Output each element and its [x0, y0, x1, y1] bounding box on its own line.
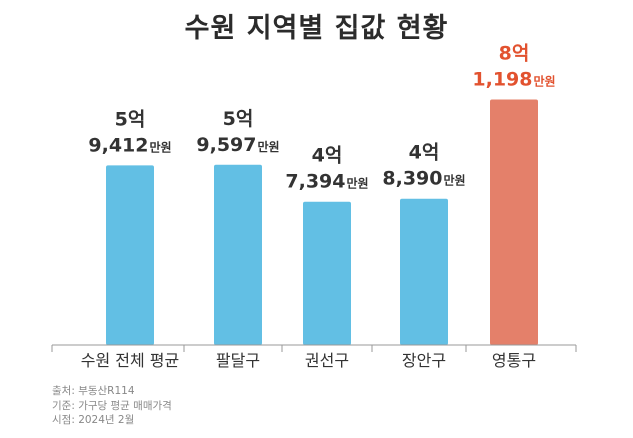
category-label-1: 수원 전체 평균	[81, 351, 180, 370]
data-label-main-3: 7,394	[285, 171, 345, 193]
bar-5	[490, 99, 538, 346]
data-label-value-5: 1,198만원	[472, 68, 555, 90]
bar-3	[303, 201, 351, 345]
data-label-top-5: 8억	[499, 42, 530, 64]
footer-source: 출처: 부동산R114	[52, 385, 135, 397]
chart-footer: 출처: 부동산R114 기준: 가구당 평균 매매가격 시점: 2024년 2월	[52, 384, 172, 428]
category-label-2: 팔달구	[216, 351, 260, 370]
bar-4	[400, 198, 448, 345]
data-label-main-4: 8,390	[382, 168, 442, 190]
data-label-unit-1: 만원	[150, 139, 172, 154]
category-label-3: 권선구	[305, 351, 349, 370]
data-label-top-4: 4억	[409, 142, 440, 164]
category-label-5: 영통구	[492, 351, 536, 370]
data-label-top-1: 5억	[115, 108, 146, 130]
data-label-top-3: 4억	[312, 145, 343, 167]
data-label-value-1: 9,412만원	[88, 134, 171, 156]
bar-1	[106, 165, 154, 345]
data-label-main-5: 1,198	[472, 68, 532, 90]
data-label-unit-3: 만원	[347, 176, 369, 191]
data-label-value-4: 8,390만원	[382, 168, 465, 190]
chart-title: 수원 지역별 집값 현황	[184, 13, 449, 44]
bar-2	[214, 164, 262, 345]
footer-basis: 기준: 가구당 평균 매매가격	[52, 399, 172, 412]
footer-date: 시점: 2024년 2월	[52, 414, 135, 426]
data-label-value-3: 7,394만원	[285, 171, 368, 193]
data-label-main-1: 9,412	[88, 134, 148, 156]
data-label-value-2: 9,597만원	[196, 134, 279, 156]
data-label-unit-4: 만원	[444, 173, 466, 188]
data-label-unit-2: 만원	[258, 139, 280, 154]
data-label-top-2: 5억	[223, 108, 254, 130]
category-label-4: 장안구	[402, 351, 446, 370]
data-label-unit-5: 만원	[534, 73, 556, 88]
data-label-main-2: 9,597	[196, 134, 256, 156]
